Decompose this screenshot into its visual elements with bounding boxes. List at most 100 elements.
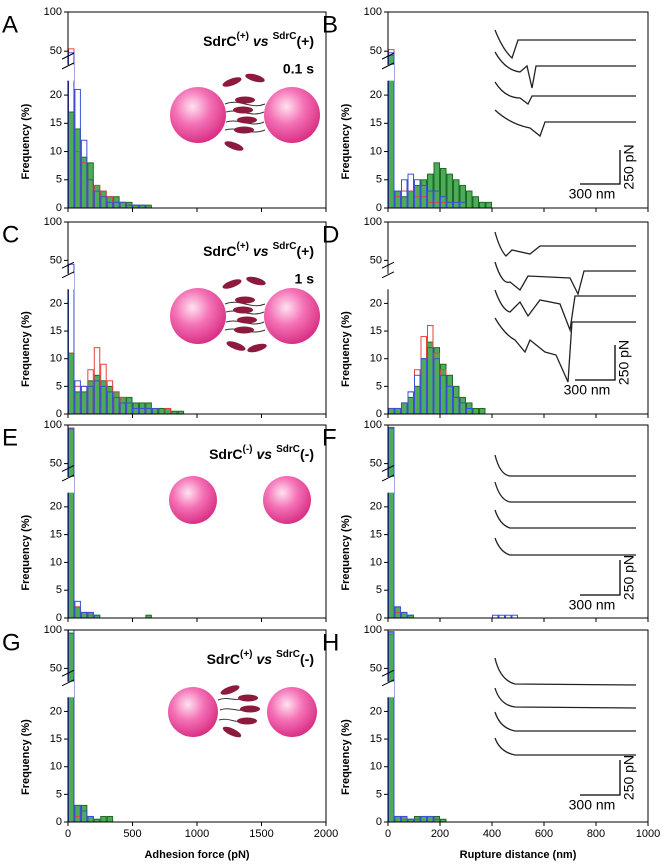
bar (433, 347, 440, 415)
bar (420, 179, 427, 209)
y-tick-label: 100 (44, 624, 62, 636)
bar (74, 128, 81, 209)
bar (100, 380, 107, 415)
y-tick-label: 100 (44, 216, 62, 228)
annotation-part: vs (257, 446, 273, 462)
bar (466, 190, 473, 209)
x-tick-label: 400 (483, 828, 501, 840)
bar (414, 385, 421, 415)
x-tick-label: 1500 (249, 828, 273, 840)
histogram-panel: 0 5 10 15 20 50 100 B Frequency (%) 300 nm 250 pN (322, 6, 649, 214)
y-tick-label: 0 (376, 408, 382, 420)
y-tick-label: 5 (376, 584, 382, 596)
y-axis-title: Frequency (%) (340, 515, 352, 591)
axis-break (382, 681, 394, 698)
annotation: SdrC(+) vs SdrC(-) (207, 649, 314, 667)
y-tick-label: 50 (50, 254, 62, 266)
y-tick-label: 15 (370, 117, 382, 129)
annotation-part: (+) (297, 33, 315, 49)
plot-frame (387, 424, 649, 619)
annotation-part: SdrC (276, 649, 300, 660)
panel-letter: D (322, 221, 339, 248)
bar (68, 352, 75, 415)
bar (100, 190, 107, 209)
bar (126, 396, 133, 415)
bar (459, 184, 466, 209)
y-tick-label: 0 (56, 408, 62, 420)
y-tick-label: 20 (50, 89, 62, 101)
scale-bar-x-label: 300 nm (569, 597, 616, 613)
y-tick-label: 50 (370, 662, 382, 674)
y-tick-label: 0 (376, 202, 382, 214)
y-tick-label: 50 (50, 458, 62, 470)
bar (100, 815, 107, 823)
panel-letter: G (2, 629, 21, 656)
bar (80, 804, 88, 823)
y-tick-label: 5 (56, 174, 62, 186)
annotation-part: SdrC (209, 446, 242, 462)
y-tick-label: 50 (50, 662, 62, 674)
y-tick-label: 100 (364, 216, 382, 228)
panel-letter: F (322, 424, 337, 451)
bar (394, 190, 401, 209)
y-tick-label: 0 (56, 612, 62, 624)
x-tick-label: 0 (65, 828, 71, 840)
y-tick-label: 20 (370, 705, 382, 717)
bar (433, 162, 440, 209)
bar (158, 407, 165, 415)
bar (420, 815, 427, 823)
bar (68, 632, 75, 823)
x-tick-label: 800 (587, 828, 605, 840)
y-tick-label: 10 (370, 353, 382, 365)
y-axis-title: Frequency (%) (340, 719, 352, 795)
histogram-panel: 0 5 10 15 20 50 100 D Frequency (%) 300 nm 250 pN (322, 216, 649, 420)
axis-break-mark (381, 261, 395, 279)
panel-letter: E (2, 424, 18, 451)
axis-break-mark (61, 465, 75, 482)
bead-schematic (170, 73, 320, 151)
bar (453, 179, 460, 209)
scale-bar (580, 150, 621, 185)
y-axis-title: Frequency (%) (20, 311, 32, 387)
y-tick-label: 5 (56, 380, 62, 392)
y-tick-label: 5 (376, 174, 382, 186)
y-tick-label: 0 (376, 816, 382, 828)
bar (485, 201, 492, 209)
bar (151, 407, 159, 415)
scale-bar-y-label: 250 pN (621, 144, 637, 189)
y-tick-label: 5 (56, 584, 62, 596)
annotation-part: (+) (237, 31, 250, 42)
panel-letter: C (2, 221, 19, 248)
scale-bar-x-label: 300 nm (564, 382, 611, 398)
bar (93, 184, 101, 209)
y-tick-label: 50 (370, 254, 382, 266)
y-tick-label: 100 (364, 624, 382, 636)
y-tick-label: 5 (376, 788, 382, 800)
annotation-part: (+) (240, 649, 253, 660)
annotation-part: (-) (300, 446, 314, 462)
bar (394, 407, 401, 415)
axis-break (62, 64, 74, 81)
annotation-part: SdrC (276, 444, 300, 455)
annotation: SdrC(-) vs SdrC(-) (209, 444, 314, 462)
annotation-part: vs (253, 243, 269, 259)
bar (407, 190, 414, 209)
bead-schematic (169, 476, 311, 524)
bar (119, 201, 127, 209)
y-tick-label: 0 (376, 612, 382, 624)
bar (388, 633, 395, 823)
y-tick-label: 10 (50, 556, 62, 568)
scale-bar-y-label: 250 pN (616, 340, 632, 385)
condition: 0.1 s (283, 61, 314, 77)
annotation-part: SdrC (203, 33, 236, 49)
bar (74, 804, 81, 823)
axis-break-mark (61, 261, 75, 279)
x-tick-label: 600 (535, 828, 553, 840)
bar (68, 427, 75, 619)
bar (401, 196, 408, 209)
y-tick-label: 0 (56, 202, 62, 214)
axis-break (382, 477, 394, 493)
